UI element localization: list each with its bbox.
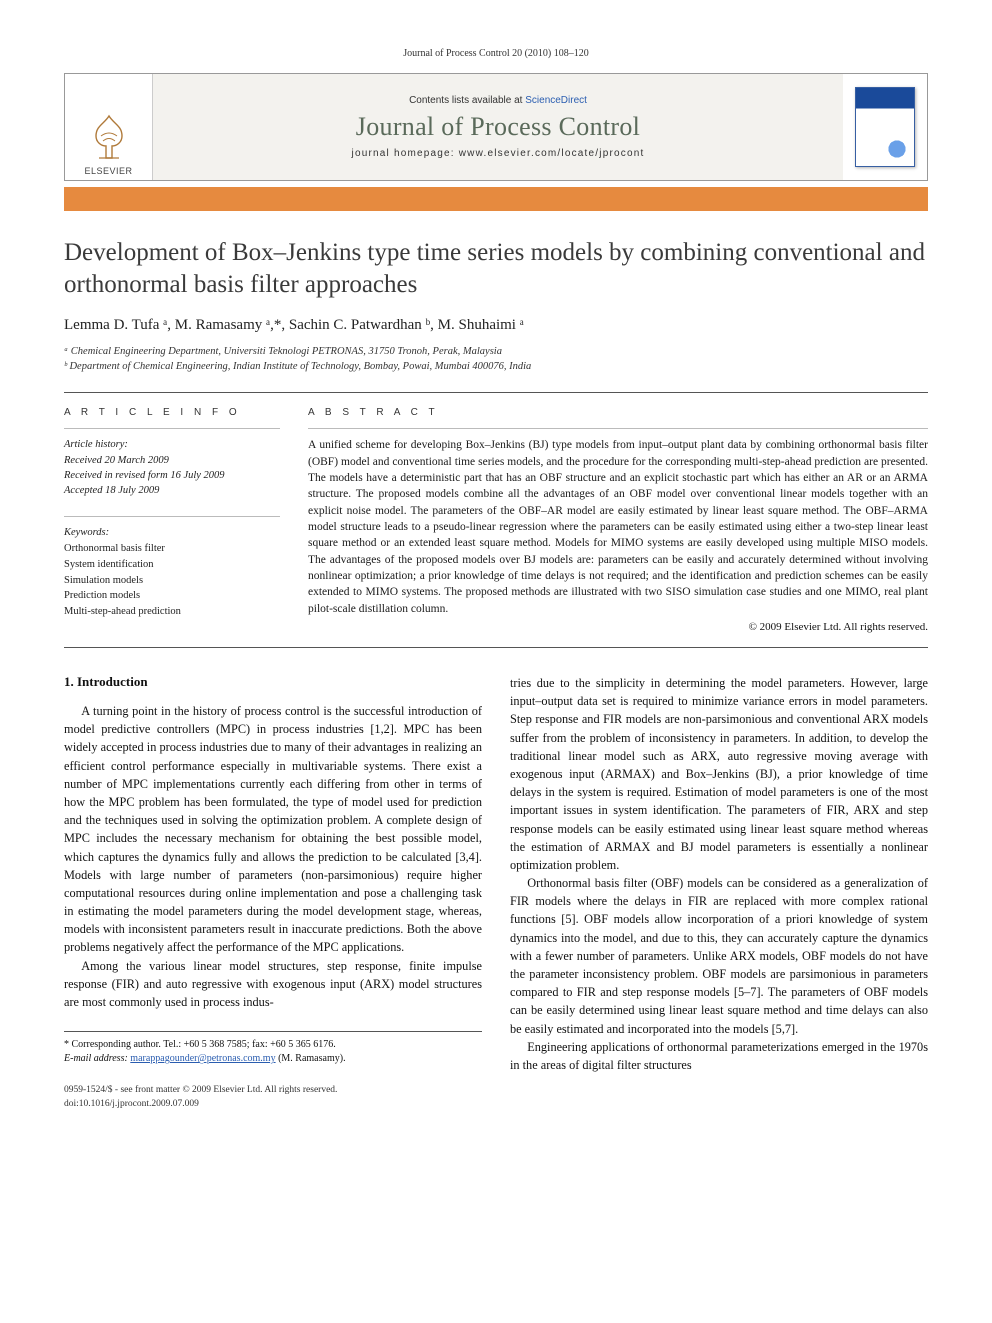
- contents-available-line: Contents lists available at ScienceDirec…: [409, 95, 587, 106]
- orange-divider-bar: [64, 187, 928, 211]
- publisher-logo-block: ELSEVIER: [65, 74, 153, 180]
- email-who: (M. Ramasamy).: [278, 1053, 346, 1064]
- corr-email-line: E-mail address: marappagounder@petronas.…: [64, 1052, 482, 1066]
- article-info-heading: A R T I C L E I N F O: [64, 407, 280, 418]
- col2-para-2: Orthonormal basis filter (OBF) models ca…: [510, 874, 928, 1038]
- affiliation-b: ᵇ Department of Chemical Engineering, In…: [64, 359, 928, 374]
- col2-para-1: tries due to the simplicity in determini…: [510, 674, 928, 874]
- keyword-2: Simulation models: [64, 573, 280, 589]
- abstract-rule: [308, 428, 928, 429]
- info-abstract-row: A R T I C L E I N F O Article history: R…: [64, 393, 928, 647]
- abstract-text: A unified scheme for developing Box–Jenk…: [308, 437, 928, 617]
- homepage-prefix: journal homepage:: [352, 148, 459, 159]
- keywords-label: Keywords:: [64, 525, 280, 541]
- keyword-1: System identification: [64, 557, 280, 573]
- email-label: E-mail address:: [64, 1053, 128, 1064]
- publisher-name: ELSEVIER: [84, 166, 132, 176]
- keyword-0: Orthonormal basis filter: [64, 541, 280, 557]
- front-matter-line: 0959-1524/$ - see front matter © 2009 El…: [64, 1084, 482, 1097]
- article-history: Article history: Received 20 March 2009 …: [64, 437, 280, 498]
- history-revised: Received in revised form 16 July 2009: [64, 470, 225, 481]
- page-container: Journal of Process Control 20 (2010) 108…: [0, 0, 992, 1151]
- info-rule-2: [64, 516, 280, 517]
- keyword-3: Prediction models: [64, 588, 280, 604]
- col1-para-2: Among the various linear model structure…: [64, 957, 482, 1012]
- doi-block: 0959-1524/$ - see front matter © 2009 El…: [64, 1084, 482, 1111]
- journal-cover-thumb: [855, 87, 915, 167]
- running-header: Journal of Process Control 20 (2010) 108…: [64, 48, 928, 59]
- sciencedirect-link[interactable]: ScienceDirect: [525, 95, 587, 106]
- contents-prefix: Contents lists available at: [409, 95, 525, 106]
- history-received: Received 20 March 2009: [64, 455, 169, 466]
- keyword-4: Multi-step-ahead prediction: [64, 604, 280, 620]
- col2-para-3: Engineering applications of orthonormal …: [510, 1038, 928, 1074]
- affiliation-a: ᵃ Chemical Engineering Department, Unive…: [64, 344, 928, 359]
- corr-author-line: * Corresponding author. Tel.: +60 5 368 …: [64, 1038, 482, 1052]
- history-accepted: Accepted 18 July 2009: [64, 485, 159, 496]
- keywords-block: Keywords: Orthonormal basis filter Syste…: [64, 525, 280, 620]
- section-1-heading: 1. Introduction: [64, 674, 482, 690]
- elsevier-tree-icon: [84, 112, 134, 162]
- banner-center: Contents lists available at ScienceDirec…: [153, 74, 843, 180]
- body-col-left: 1. Introduction A turning point in the h…: [64, 674, 482, 1111]
- col1-para-1: A turning point in the history of proces…: [64, 702, 482, 957]
- journal-homepage-line: journal homepage: www.elsevier.com/locat…: [352, 148, 645, 159]
- info-rule-1: [64, 428, 280, 429]
- corr-email-link[interactable]: marappagounder@petronas.com.my: [130, 1053, 275, 1064]
- corresponding-author-footer: * Corresponding author. Tel.: +60 5 368 …: [64, 1031, 482, 1066]
- abstract-column: A B S T R A C T A unified scheme for dev…: [308, 407, 928, 633]
- paper-title: Development of Box–Jenkins type time ser…: [64, 237, 928, 301]
- journal-name: Journal of Process Control: [356, 112, 640, 142]
- doi-line: doi:10.1016/j.jprocont.2009.07.009: [64, 1098, 482, 1111]
- rule-below-abstract: [64, 647, 928, 648]
- abstract-heading: A B S T R A C T: [308, 407, 928, 418]
- body-col-right: tries due to the simplicity in determini…: [510, 674, 928, 1111]
- abstract-copyright: © 2009 Elsevier Ltd. All rights reserved…: [308, 621, 928, 633]
- cover-thumb-block: [843, 74, 927, 180]
- history-label: Article history:: [64, 439, 128, 450]
- journal-banner: ELSEVIER Contents lists available at Sci…: [64, 73, 928, 181]
- affiliations: ᵃ Chemical Engineering Department, Unive…: [64, 344, 928, 374]
- article-info-column: A R T I C L E I N F O Article history: R…: [64, 407, 280, 633]
- author-list: Lemma D. Tufa ᵃ, M. Ramasamy ᵃ,*, Sachin…: [64, 317, 928, 334]
- homepage-url: www.elsevier.com/locate/jprocont: [459, 148, 645, 159]
- body-columns: 1. Introduction A turning point in the h…: [64, 674, 928, 1111]
